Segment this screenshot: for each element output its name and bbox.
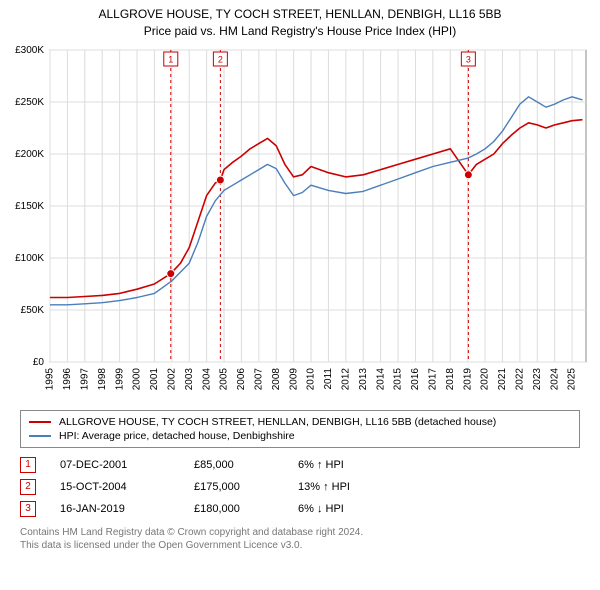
svg-text:1996: 1996 [62, 367, 73, 390]
svg-text:2002: 2002 [166, 367, 177, 390]
svg-text:2014: 2014 [375, 367, 386, 390]
legend-label-property: ALLGROVE HOUSE, TY COCH STREET, HENLLAN,… [59, 416, 496, 428]
event-price-1: £85,000 [194, 459, 274, 471]
event-date-3: 16-JAN-2019 [60, 503, 170, 515]
svg-text:2009: 2009 [288, 367, 299, 390]
chart-titles: ALLGROVE HOUSE, TY COCH STREET, HENLLAN,… [0, 0, 600, 42]
svg-text:2017: 2017 [427, 367, 438, 390]
svg-text:1995: 1995 [45, 367, 56, 390]
title-line-2: Price paid vs. HM Land Registry's House … [0, 23, 600, 40]
svg-text:1997: 1997 [79, 367, 90, 390]
legend-swatch-hpi [29, 435, 51, 437]
event-date-1: 07-DEC-2001 [60, 459, 170, 471]
event-row-3: 3 16-JAN-2019 £180,000 6% ↓ HPI [20, 498, 580, 520]
svg-text:£200K: £200K [15, 149, 44, 160]
svg-text:2025: 2025 [567, 367, 578, 390]
svg-text:2016: 2016 [410, 367, 421, 390]
svg-text:2007: 2007 [253, 367, 264, 390]
svg-text:£250K: £250K [15, 97, 44, 108]
svg-text:2: 2 [218, 54, 223, 64]
svg-text:2003: 2003 [184, 367, 195, 390]
svg-text:2000: 2000 [132, 367, 143, 390]
svg-text:2024: 2024 [549, 367, 560, 390]
event-pct-2: 13% ↑ HPI [298, 481, 418, 493]
event-pct-1: 6% ↑ HPI [298, 459, 418, 471]
svg-text:2004: 2004 [201, 367, 212, 390]
svg-text:2010: 2010 [306, 367, 317, 390]
legend-row-property: ALLGROVE HOUSE, TY COCH STREET, HENLLAN,… [29, 415, 571, 429]
svg-text:2008: 2008 [271, 367, 282, 390]
svg-text:2015: 2015 [393, 367, 404, 390]
legend-row-hpi: HPI: Average price, detached house, Denb… [29, 429, 571, 443]
legend-swatch-property [29, 421, 51, 423]
event-row-1: 1 07-DEC-2001 £85,000 6% ↑ HPI [20, 454, 580, 476]
svg-text:2023: 2023 [532, 367, 543, 390]
event-price-3: £180,000 [194, 503, 274, 515]
footnote-line-2: This data is licensed under the Open Gov… [20, 539, 580, 553]
svg-text:£50K: £50K [21, 305, 45, 316]
svg-text:£0: £0 [33, 357, 45, 368]
svg-text:1999: 1999 [114, 367, 125, 390]
event-price-2: £175,000 [194, 481, 274, 493]
svg-text:2019: 2019 [462, 367, 473, 390]
event-date-2: 15-OCT-2004 [60, 481, 170, 493]
footnote: Contains HM Land Registry data © Crown c… [20, 526, 580, 553]
event-pct-3: 6% ↓ HPI [298, 503, 418, 515]
svg-text:£300K: £300K [15, 45, 44, 56]
chart-area: £0 £50K £100K £150K £200K £250K £300K 1995 1996 1… [0, 42, 600, 402]
svg-text:1: 1 [168, 54, 173, 64]
svg-text:2011: 2011 [323, 367, 334, 389]
legend-label-hpi: HPI: Average price, detached house, Denb… [59, 430, 295, 442]
svg-text:1998: 1998 [97, 367, 108, 390]
svg-text:3: 3 [466, 54, 471, 64]
svg-text:2013: 2013 [358, 367, 369, 390]
svg-text:2001: 2001 [149, 367, 160, 390]
svg-text:2006: 2006 [236, 367, 247, 390]
svg-text:2022: 2022 [515, 367, 526, 390]
event-box-1: 1 [20, 457, 36, 473]
svg-text:2021: 2021 [497, 367, 508, 390]
svg-text:£100K: £100K [15, 253, 44, 264]
svg-text:2020: 2020 [480, 367, 491, 390]
footnote-line-1: Contains HM Land Registry data © Crown c… [20, 526, 580, 540]
svg-text:£150K: £150K [15, 201, 44, 212]
svg-text:2018: 2018 [445, 367, 456, 390]
event-box-2: 2 [20, 479, 36, 495]
legend: ALLGROVE HOUSE, TY COCH STREET, HENLLAN,… [20, 410, 580, 448]
event-row-2: 2 15-OCT-2004 £175,000 13% ↑ HPI [20, 476, 580, 498]
chart-svg: £0 £50K £100K £150K £200K £250K £300K 1995 1996 1… [0, 42, 600, 402]
event-box-3: 3 [20, 501, 36, 517]
svg-text:2005: 2005 [219, 367, 230, 390]
events-table: 1 07-DEC-2001 £85,000 6% ↑ HPI 2 15-OCT-… [20, 454, 580, 520]
svg-text:2012: 2012 [340, 367, 351, 390]
title-line-1: ALLGROVE HOUSE, TY COCH STREET, HENLLAN,… [0, 6, 600, 23]
